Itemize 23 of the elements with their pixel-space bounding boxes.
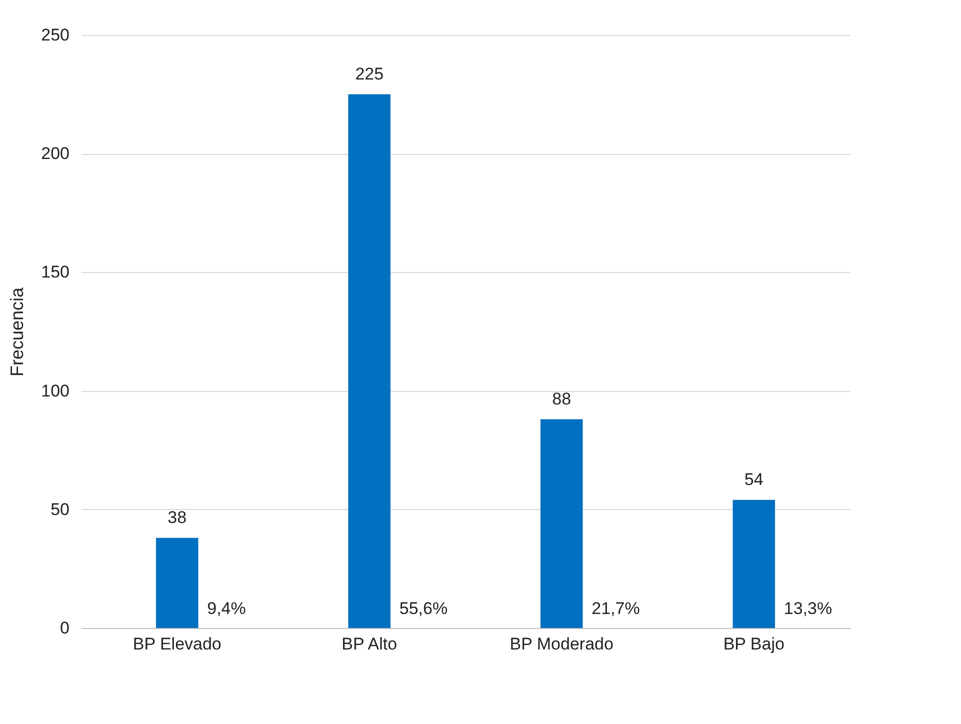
data-label: 54 [744,470,764,489]
data-label: 225 [355,64,384,84]
bar [732,500,776,628]
bar [348,94,391,628]
y-tick-label: 100 [41,381,70,400]
bar [540,419,583,628]
y-tick-label: 150 [41,262,70,282]
data-label: 88 [552,389,572,408]
x-tick-label: BP Moderado [510,634,614,654]
annotation: 21,7% [592,599,640,618]
annotation: 13,3% [784,599,832,618]
annotation: 55,6% [399,599,448,618]
y-tick-label: 250 [41,26,70,44]
data-label: 38 [168,508,187,527]
x-tick-label: BP Bajo [723,634,784,654]
y-axis-title: Frecuencia [7,286,28,377]
y-tick-label: 0 [60,618,70,638]
y-tick-label: 50 [50,500,70,519]
bar [156,538,198,628]
y-tick-label: 200 [41,144,70,164]
x-tick-label: BP Alto [342,634,398,654]
annotation: 9,4% [207,599,246,618]
x-tick-label: BP Elevado [132,634,222,654]
